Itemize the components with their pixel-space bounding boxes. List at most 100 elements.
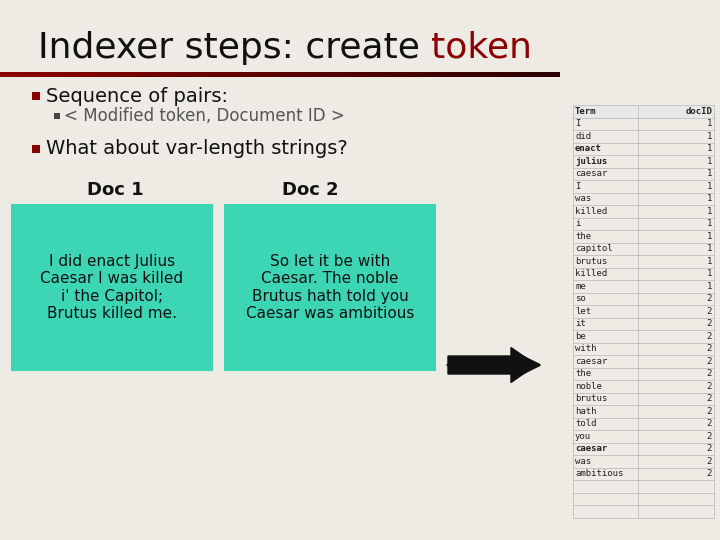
Bar xyxy=(15,72,16,77)
Bar xyxy=(233,72,234,77)
Bar xyxy=(19,72,20,77)
Bar xyxy=(443,72,444,77)
Bar xyxy=(104,72,105,77)
Bar xyxy=(387,72,388,77)
Bar xyxy=(517,72,518,77)
Text: 2: 2 xyxy=(706,369,712,378)
Bar xyxy=(399,72,400,77)
Bar xyxy=(127,72,128,77)
Bar xyxy=(276,72,277,77)
Bar xyxy=(284,72,285,77)
Bar xyxy=(50,72,51,77)
Text: 2: 2 xyxy=(706,444,712,453)
Bar xyxy=(370,72,371,77)
Bar xyxy=(152,72,153,77)
Bar xyxy=(472,72,473,77)
Bar xyxy=(516,72,517,77)
Bar xyxy=(65,72,66,77)
Bar xyxy=(159,72,160,77)
Bar xyxy=(237,72,238,77)
Bar xyxy=(496,72,497,77)
Bar xyxy=(461,72,462,77)
Bar xyxy=(115,72,116,77)
Bar xyxy=(206,72,207,77)
Bar xyxy=(193,72,194,77)
Bar xyxy=(117,72,118,77)
Bar xyxy=(189,72,190,77)
Bar xyxy=(398,72,399,77)
Bar xyxy=(457,72,458,77)
Bar xyxy=(371,72,372,77)
Bar xyxy=(98,72,99,77)
Bar xyxy=(465,72,466,77)
Bar xyxy=(494,72,495,77)
Bar xyxy=(71,72,72,77)
Text: 2: 2 xyxy=(706,332,712,341)
Bar xyxy=(393,72,394,77)
Bar xyxy=(524,72,525,77)
Bar xyxy=(131,72,132,77)
Bar xyxy=(232,72,233,77)
Bar xyxy=(460,72,461,77)
Bar xyxy=(266,72,267,77)
Text: with: with xyxy=(575,345,596,353)
Bar xyxy=(510,72,511,77)
Bar xyxy=(77,72,78,77)
Bar xyxy=(303,72,304,77)
Bar xyxy=(227,72,228,77)
Bar xyxy=(301,72,302,77)
Text: Indexer steps: create: Indexer steps: create xyxy=(38,31,431,65)
Bar xyxy=(226,72,227,77)
Bar xyxy=(275,72,276,77)
Bar xyxy=(201,72,202,77)
Text: 2: 2 xyxy=(706,357,712,366)
Bar xyxy=(54,72,55,77)
Bar xyxy=(402,72,403,77)
Bar xyxy=(542,72,543,77)
Text: killed: killed xyxy=(575,269,607,278)
Bar xyxy=(238,72,239,77)
Bar xyxy=(526,72,527,77)
Bar xyxy=(236,72,237,77)
Bar xyxy=(514,72,515,77)
Bar xyxy=(43,72,44,77)
Bar xyxy=(198,72,199,77)
Bar xyxy=(2,72,3,77)
Bar xyxy=(388,72,389,77)
Text: the: the xyxy=(575,369,591,378)
Bar xyxy=(99,72,100,77)
Text: 2: 2 xyxy=(706,419,712,428)
Bar xyxy=(450,72,451,77)
Bar xyxy=(246,72,247,77)
Bar xyxy=(531,72,532,77)
Bar xyxy=(527,72,528,77)
Bar xyxy=(464,72,465,77)
Text: 1: 1 xyxy=(706,182,712,191)
Bar xyxy=(423,72,424,77)
Bar xyxy=(391,72,392,77)
Text: Doc 1: Doc 1 xyxy=(86,181,143,199)
Bar xyxy=(553,72,554,77)
Bar xyxy=(340,72,341,77)
Bar xyxy=(492,72,493,77)
Bar xyxy=(118,72,119,77)
Bar xyxy=(265,72,266,77)
Bar xyxy=(124,72,125,77)
Bar xyxy=(188,72,189,77)
Bar xyxy=(332,72,333,77)
Bar xyxy=(147,72,148,77)
Bar xyxy=(341,72,342,77)
Text: 1: 1 xyxy=(706,119,712,128)
Bar xyxy=(438,72,439,77)
Bar xyxy=(345,72,346,77)
Bar xyxy=(449,72,450,77)
Bar xyxy=(88,72,89,77)
Bar xyxy=(346,72,347,77)
Bar xyxy=(211,72,212,77)
Bar xyxy=(39,72,40,77)
Bar xyxy=(406,72,407,77)
Bar xyxy=(372,72,373,77)
Bar xyxy=(381,72,382,77)
Bar xyxy=(45,72,46,77)
Text: you: you xyxy=(575,432,591,441)
